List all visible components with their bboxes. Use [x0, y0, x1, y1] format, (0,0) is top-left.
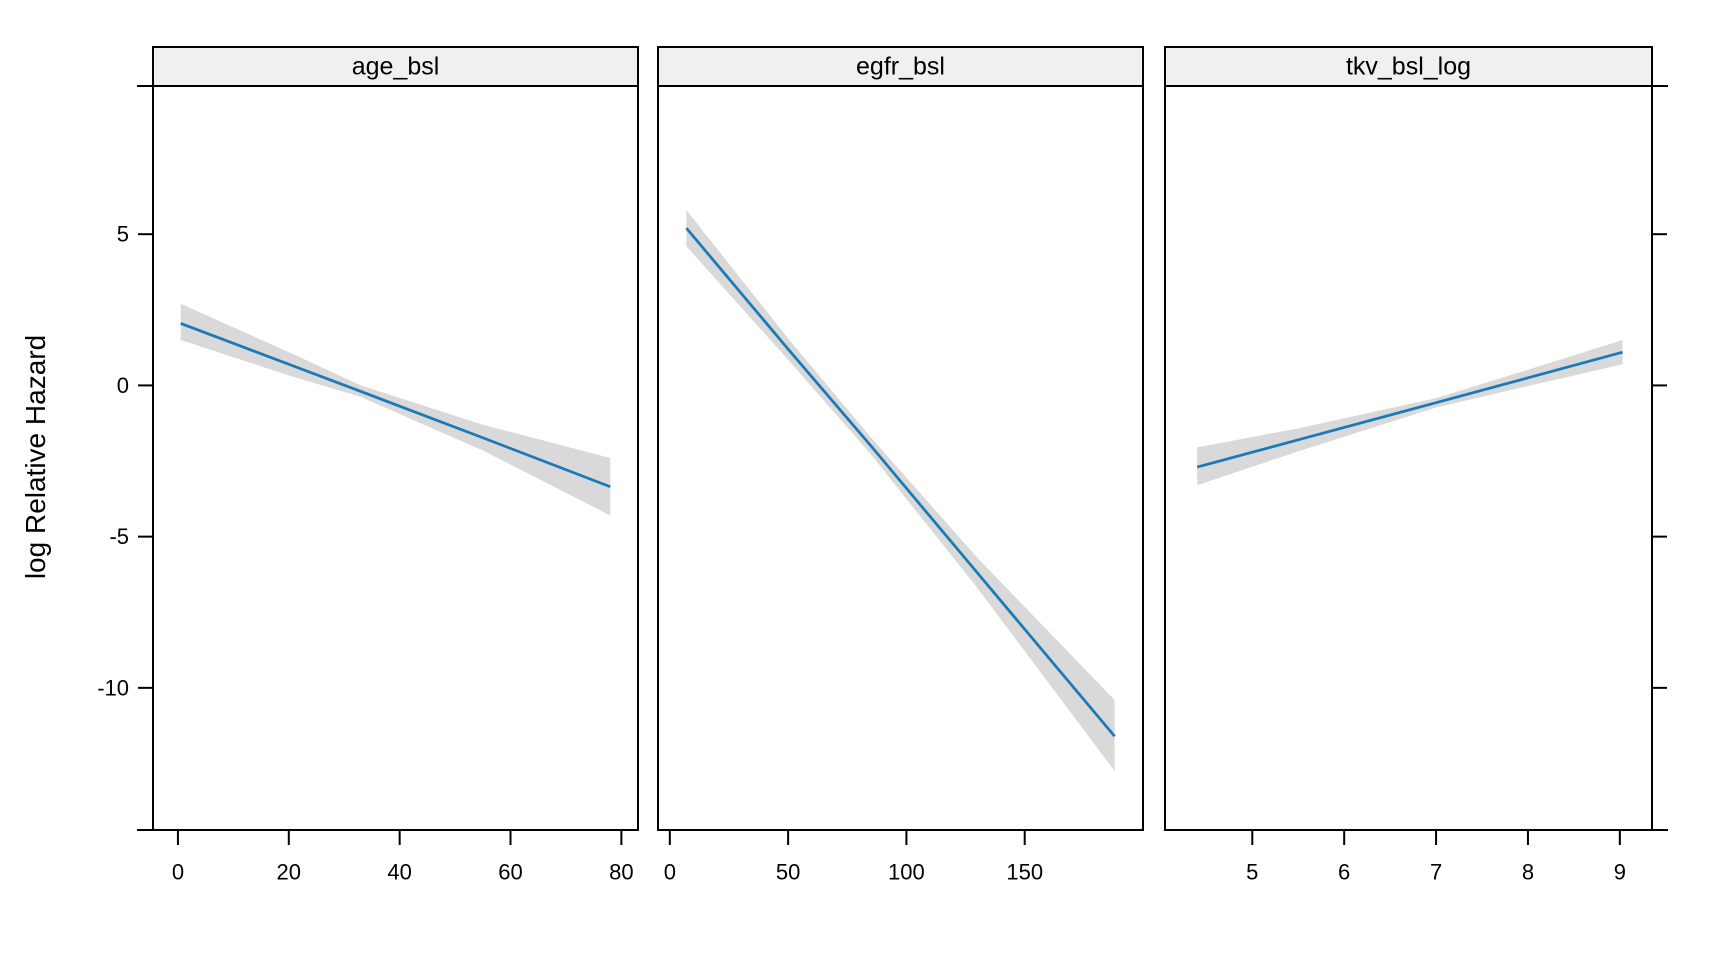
fit-line — [685, 227, 1116, 738]
confidence-band — [686, 210, 1115, 772]
strip-label: age_bsl — [352, 53, 440, 81]
y-axis-title: log Relative Hazard — [20, 334, 51, 580]
facet-strip — [657, 46, 1144, 87]
strip-label: egfr_bsl — [856, 53, 945, 81]
strip-label: tkv_bsl_log — [1346, 53, 1471, 81]
fit-line — [180, 322, 611, 489]
y-axis-tick-label: -5 — [109, 524, 129, 549]
x-axis-tick-label: 80 — [609, 860, 633, 885]
x-axis-tick-label: 5 — [1246, 860, 1258, 885]
confidence-band — [180, 303, 611, 516]
x-axis-tick-label: 150 — [1006, 860, 1043, 885]
x-axis-tick-label: 0 — [172, 860, 184, 885]
x-axis-tick-label: 6 — [1338, 860, 1350, 885]
facet-strip — [152, 46, 639, 87]
confidence-band — [1197, 340, 1623, 486]
panel-plot-area — [657, 85, 1144, 831]
y-axis-tick-label: 0 — [117, 373, 129, 398]
x-axis-tick-label: 60 — [498, 860, 522, 885]
x-axis-tick-label: 20 — [277, 860, 301, 885]
x-axis-tick-label: 50 — [776, 860, 800, 885]
x-axis-tick-label: 8 — [1522, 860, 1534, 885]
x-axis-tick-label: 0 — [664, 860, 676, 885]
y-axis-tick-label: -10 — [97, 675, 129, 700]
x-axis-tick-label: 9 — [1614, 860, 1626, 885]
x-axis-tick-label: 100 — [888, 860, 925, 885]
x-axis-tick-label: 7 — [1430, 860, 1442, 885]
y-axis-tick-label: 5 — [117, 222, 129, 247]
fit-line — [1196, 350, 1623, 469]
facet-strip — [1164, 46, 1653, 87]
x-axis-tick-label: 40 — [387, 860, 411, 885]
